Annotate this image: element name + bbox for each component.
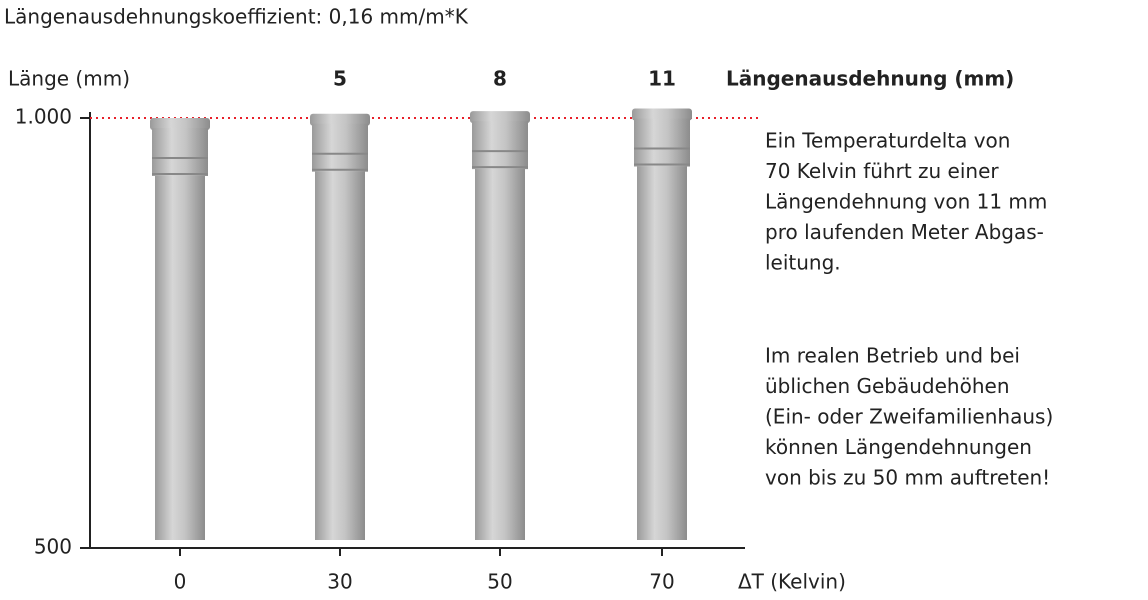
- pipe-socket: [632, 108, 692, 121]
- annotation-line: leitung.: [765, 251, 841, 275]
- x-tick-label: 0: [174, 570, 187, 594]
- pipe-sleeve: [472, 121, 528, 170]
- y-axis-label: Länge (mm): [8, 67, 130, 91]
- value-label: 5: [333, 67, 347, 91]
- x-tick-label: 50: [487, 570, 512, 594]
- value-label: 8: [493, 67, 507, 91]
- y-tick-label: 500: [34, 535, 72, 559]
- chart-title: Längenausdehnungskoeffizient: 0,16 mm/m*…: [4, 5, 469, 29]
- annotation-line: Längendehnung von 11 mm: [765, 190, 1047, 214]
- pipe-body: [637, 114, 687, 540]
- pipe-body: [315, 119, 365, 540]
- pipe: [150, 118, 210, 540]
- x-tick-label: 30: [327, 570, 352, 594]
- annotation-line: (Ein- oder Zweifamilienhaus): [765, 405, 1053, 429]
- value-label: 11: [648, 67, 676, 91]
- y-tick-label: 1.000: [15, 105, 72, 129]
- pipe: [310, 113, 370, 540]
- x-tick-label: 70: [649, 570, 674, 594]
- annotation-line: 70 Kelvin führt zu einer: [765, 159, 999, 183]
- pipe-body: [475, 117, 525, 541]
- pipe-socket: [310, 113, 370, 126]
- annotation-line: pro laufenden Meter Abgas-: [765, 220, 1044, 244]
- pipe: [470, 111, 530, 541]
- pipe-body: [155, 124, 205, 540]
- pipe: [632, 108, 692, 540]
- annotation-line: Ein Temperaturdelta von: [765, 129, 1010, 153]
- pipe-sleeve: [634, 118, 690, 167]
- annotation-line: Im realen Betrieb und bei: [765, 344, 1020, 368]
- x-axis-label: ΔT (Kelvin): [738, 570, 846, 594]
- annotation-line: üblichen Gebäudehöhen: [765, 374, 1010, 398]
- pipe-sleeve: [312, 123, 368, 172]
- annotation-line: von bis zu 50 mm auftreten!: [765, 466, 1050, 490]
- pipe-socket: [470, 111, 530, 124]
- pipe-sleeve: [152, 128, 208, 176]
- pipe-socket: [150, 118, 210, 130]
- annotation-line: können Längendehnungen: [765, 435, 1032, 459]
- legend-label: Längenausdehnung (mm): [726, 67, 1014, 91]
